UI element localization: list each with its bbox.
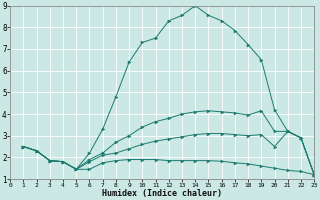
X-axis label: Humidex (Indice chaleur): Humidex (Indice chaleur)	[102, 189, 222, 198]
